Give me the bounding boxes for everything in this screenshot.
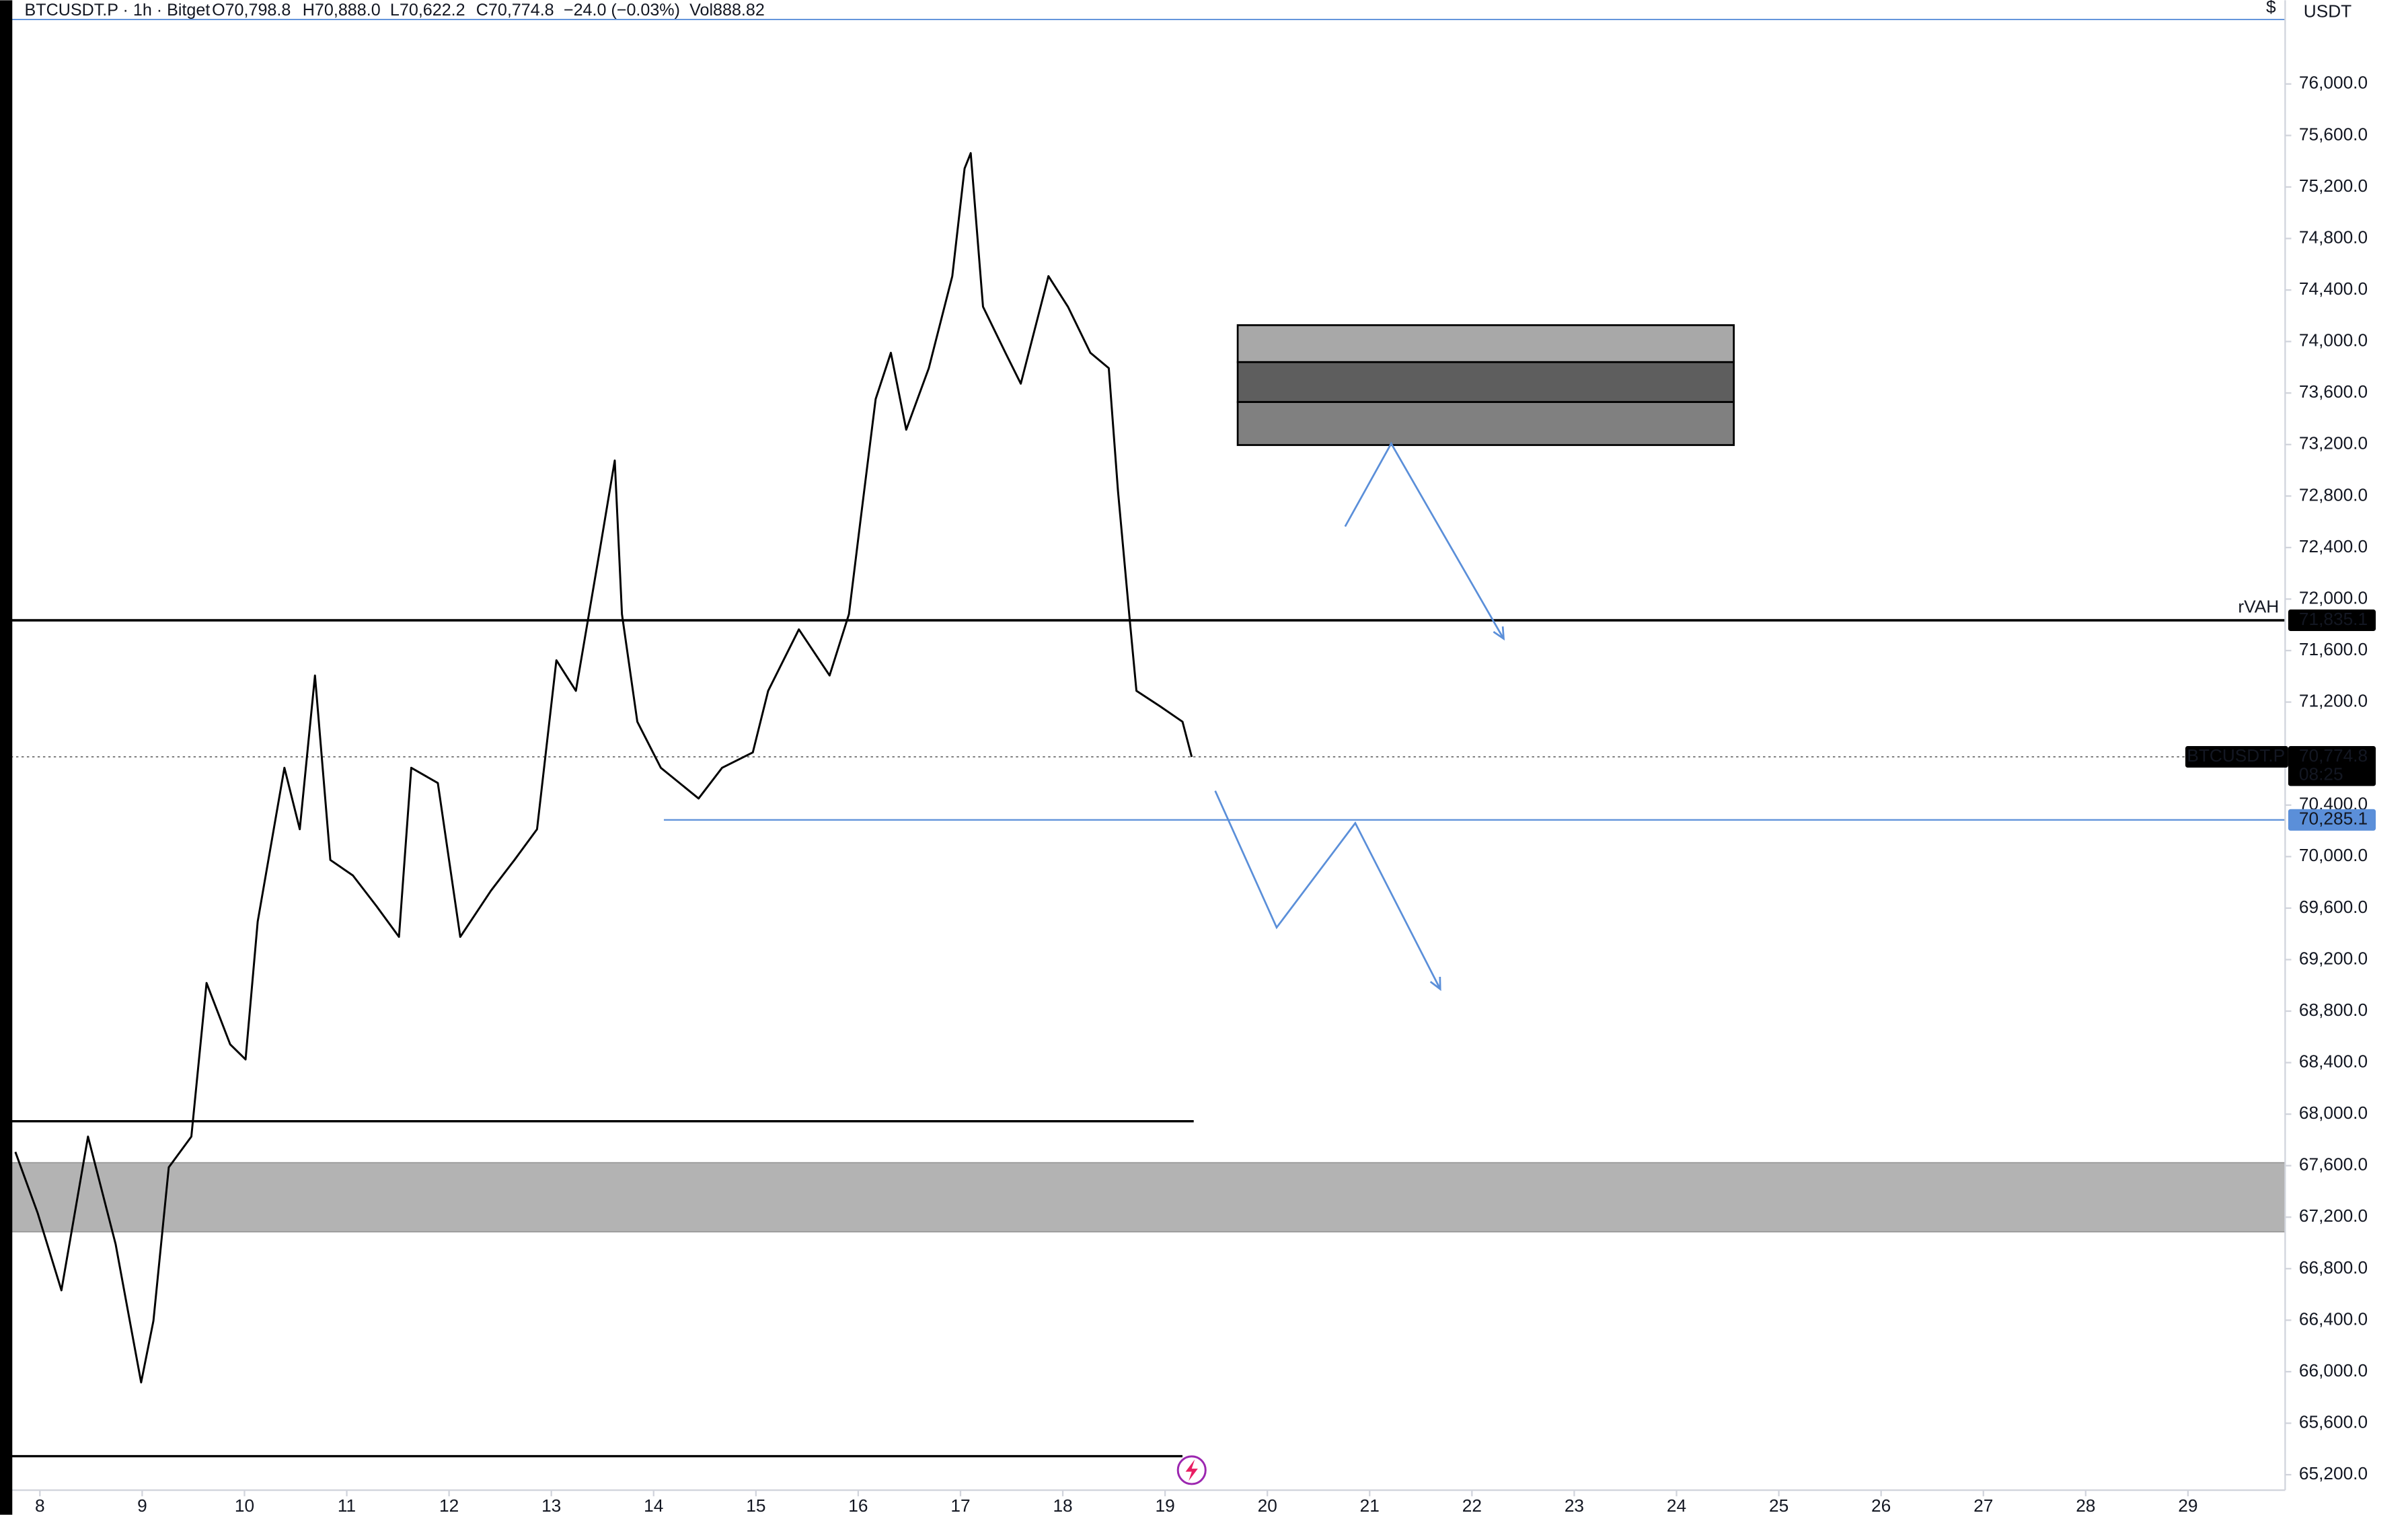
level-tag: 71,835.1 — [2299, 609, 2368, 629]
y-tick-label: 68,000.0 — [2299, 1103, 2368, 1123]
y-tick-label: 74,000.0 — [2299, 330, 2368, 350]
box-band — [1236, 401, 1735, 446]
ohlc-change: −24.0 (−0.03%) — [564, 1, 680, 20]
x-tick-label: 19 — [1156, 1495, 1175, 1515]
volume: Vol888.82 — [689, 1, 765, 20]
alert-bolt — [1185, 1459, 1198, 1481]
level-tag: 70,285.1 — [2299, 809, 2368, 829]
y-tick-label: 65,200.0 — [2299, 1463, 2368, 1483]
x-tick-label: 26 — [1871, 1495, 1891, 1515]
x-tick-label: 18 — [1053, 1495, 1072, 1515]
y-tick-label: 65,600.0 — [2299, 1411, 2368, 1432]
symbol: BTCUSDT.P · 1h · Bitget — [25, 1, 211, 20]
y-tick-label: 66,000.0 — [2299, 1360, 2368, 1380]
left-edge — [0, 0, 13, 1515]
x-tick-label: 28 — [2076, 1495, 2095, 1515]
ohlc-low: L70,622.2 — [390, 1, 465, 20]
y-tick-label: 71,600.0 — [2299, 639, 2368, 659]
x-tick-label: 23 — [1565, 1495, 1584, 1515]
x-tick-label: 25 — [1769, 1495, 1789, 1515]
y-tick-label: 67,200.0 — [2299, 1206, 2368, 1226]
level-tag-bg — [2288, 609, 2376, 632]
countdown: 08:25 — [2299, 764, 2343, 784]
y-tick-label: 74,400.0 — [2299, 279, 2368, 299]
x-tick-label: 27 — [1973, 1495, 1993, 1515]
y-tick-label: 67,600.0 — [2299, 1154, 2368, 1175]
x-tick-label: 13 — [541, 1495, 561, 1515]
currency: USDT — [2304, 1, 2351, 22]
plot-area: rVAH — [0, 19, 2286, 1458]
y-tick-label: 69,200.0 — [2299, 948, 2368, 968]
y-tick-label: 72,800.0 — [2299, 484, 2368, 505]
x-tick-label: 22 — [1462, 1495, 1482, 1515]
x-tick-label: 9 — [137, 1495, 147, 1515]
y-tick-label: 75,600.0 — [2299, 124, 2368, 144]
x-tick-label: 17 — [950, 1495, 970, 1515]
y-tick-label: 66,400.0 — [2299, 1308, 2368, 1329]
last-price-tag: 70,774.8 — [2299, 745, 2368, 766]
axes: 65,200.0 65,600.0 66,000.0 66,400.0 66,800.0… — [35, 73, 2376, 1515]
y-tick-label: 70,000.0 — [2299, 845, 2368, 865]
x-tick-label: 24 — [1667, 1495, 1686, 1515]
y-tick-label: 71,200.0 — [2299, 691, 2368, 711]
y-tick-label: 72,000.0 — [2299, 587, 2368, 607]
x-tick-label: 29 — [2178, 1495, 2197, 1515]
x-tick-label: 15 — [746, 1495, 765, 1515]
currency-symbol[interactable]: $ — [2266, 0, 2276, 17]
box-band — [1236, 324, 1735, 363]
x-tick-label: 10 — [235, 1495, 254, 1515]
x-tick-label: 20 — [1258, 1495, 1277, 1515]
ohlc-high: H70,888.0 — [303, 1, 381, 20]
box-band — [1236, 361, 1735, 403]
price-line — [14, 152, 1193, 1384]
zone — [0, 1162, 2286, 1232]
y-tick-label: 75,200.0 — [2299, 176, 2368, 196]
x-tick-label: 8 — [35, 1495, 45, 1515]
level-name: rVAH — [2238, 597, 2279, 617]
y-tick-label: 74,800.0 — [2299, 227, 2368, 247]
y-tick-label: 69,600.0 — [2299, 897, 2368, 917]
y-tick-label: 68,400.0 — [2299, 1051, 2368, 1072]
ohlc-close: C70,774.8 — [476, 1, 554, 20]
symbol-tag: BTCUSDT.P — [2187, 745, 2285, 766]
y-tick-label: 66,800.0 — [2299, 1257, 2368, 1278]
arrow-head — [1429, 976, 1441, 992]
y-tick-label: 72,400.0 — [2299, 536, 2368, 556]
ohlc-open: O70,798.8 — [212, 1, 291, 20]
x-tick-label: 16 — [848, 1495, 868, 1515]
projection-path — [1344, 441, 1505, 640]
x-tick-label: 11 — [338, 1495, 356, 1515]
x-tick-label: 14 — [644, 1495, 663, 1515]
symbol-tag-bg — [2185, 746, 2288, 768]
last-price-tag-bg — [2288, 746, 2376, 786]
y-tick-label: 76,000.0 — [2299, 73, 2368, 93]
y-tick-label: 68,800.0 — [2299, 1000, 2368, 1020]
x-tick-label: 12 — [439, 1495, 459, 1515]
alert-icon[interactable] — [1176, 1455, 1207, 1485]
x-tick-label: 21 — [1360, 1495, 1380, 1515]
projection-path — [1214, 790, 1441, 990]
y-tick-label: 73,200.0 — [2299, 433, 2368, 453]
level-tag-bg — [2288, 809, 2376, 831]
y-tick-label: 73,600.0 — [2299, 381, 2368, 402]
arrow-head — [1493, 626, 1505, 641]
